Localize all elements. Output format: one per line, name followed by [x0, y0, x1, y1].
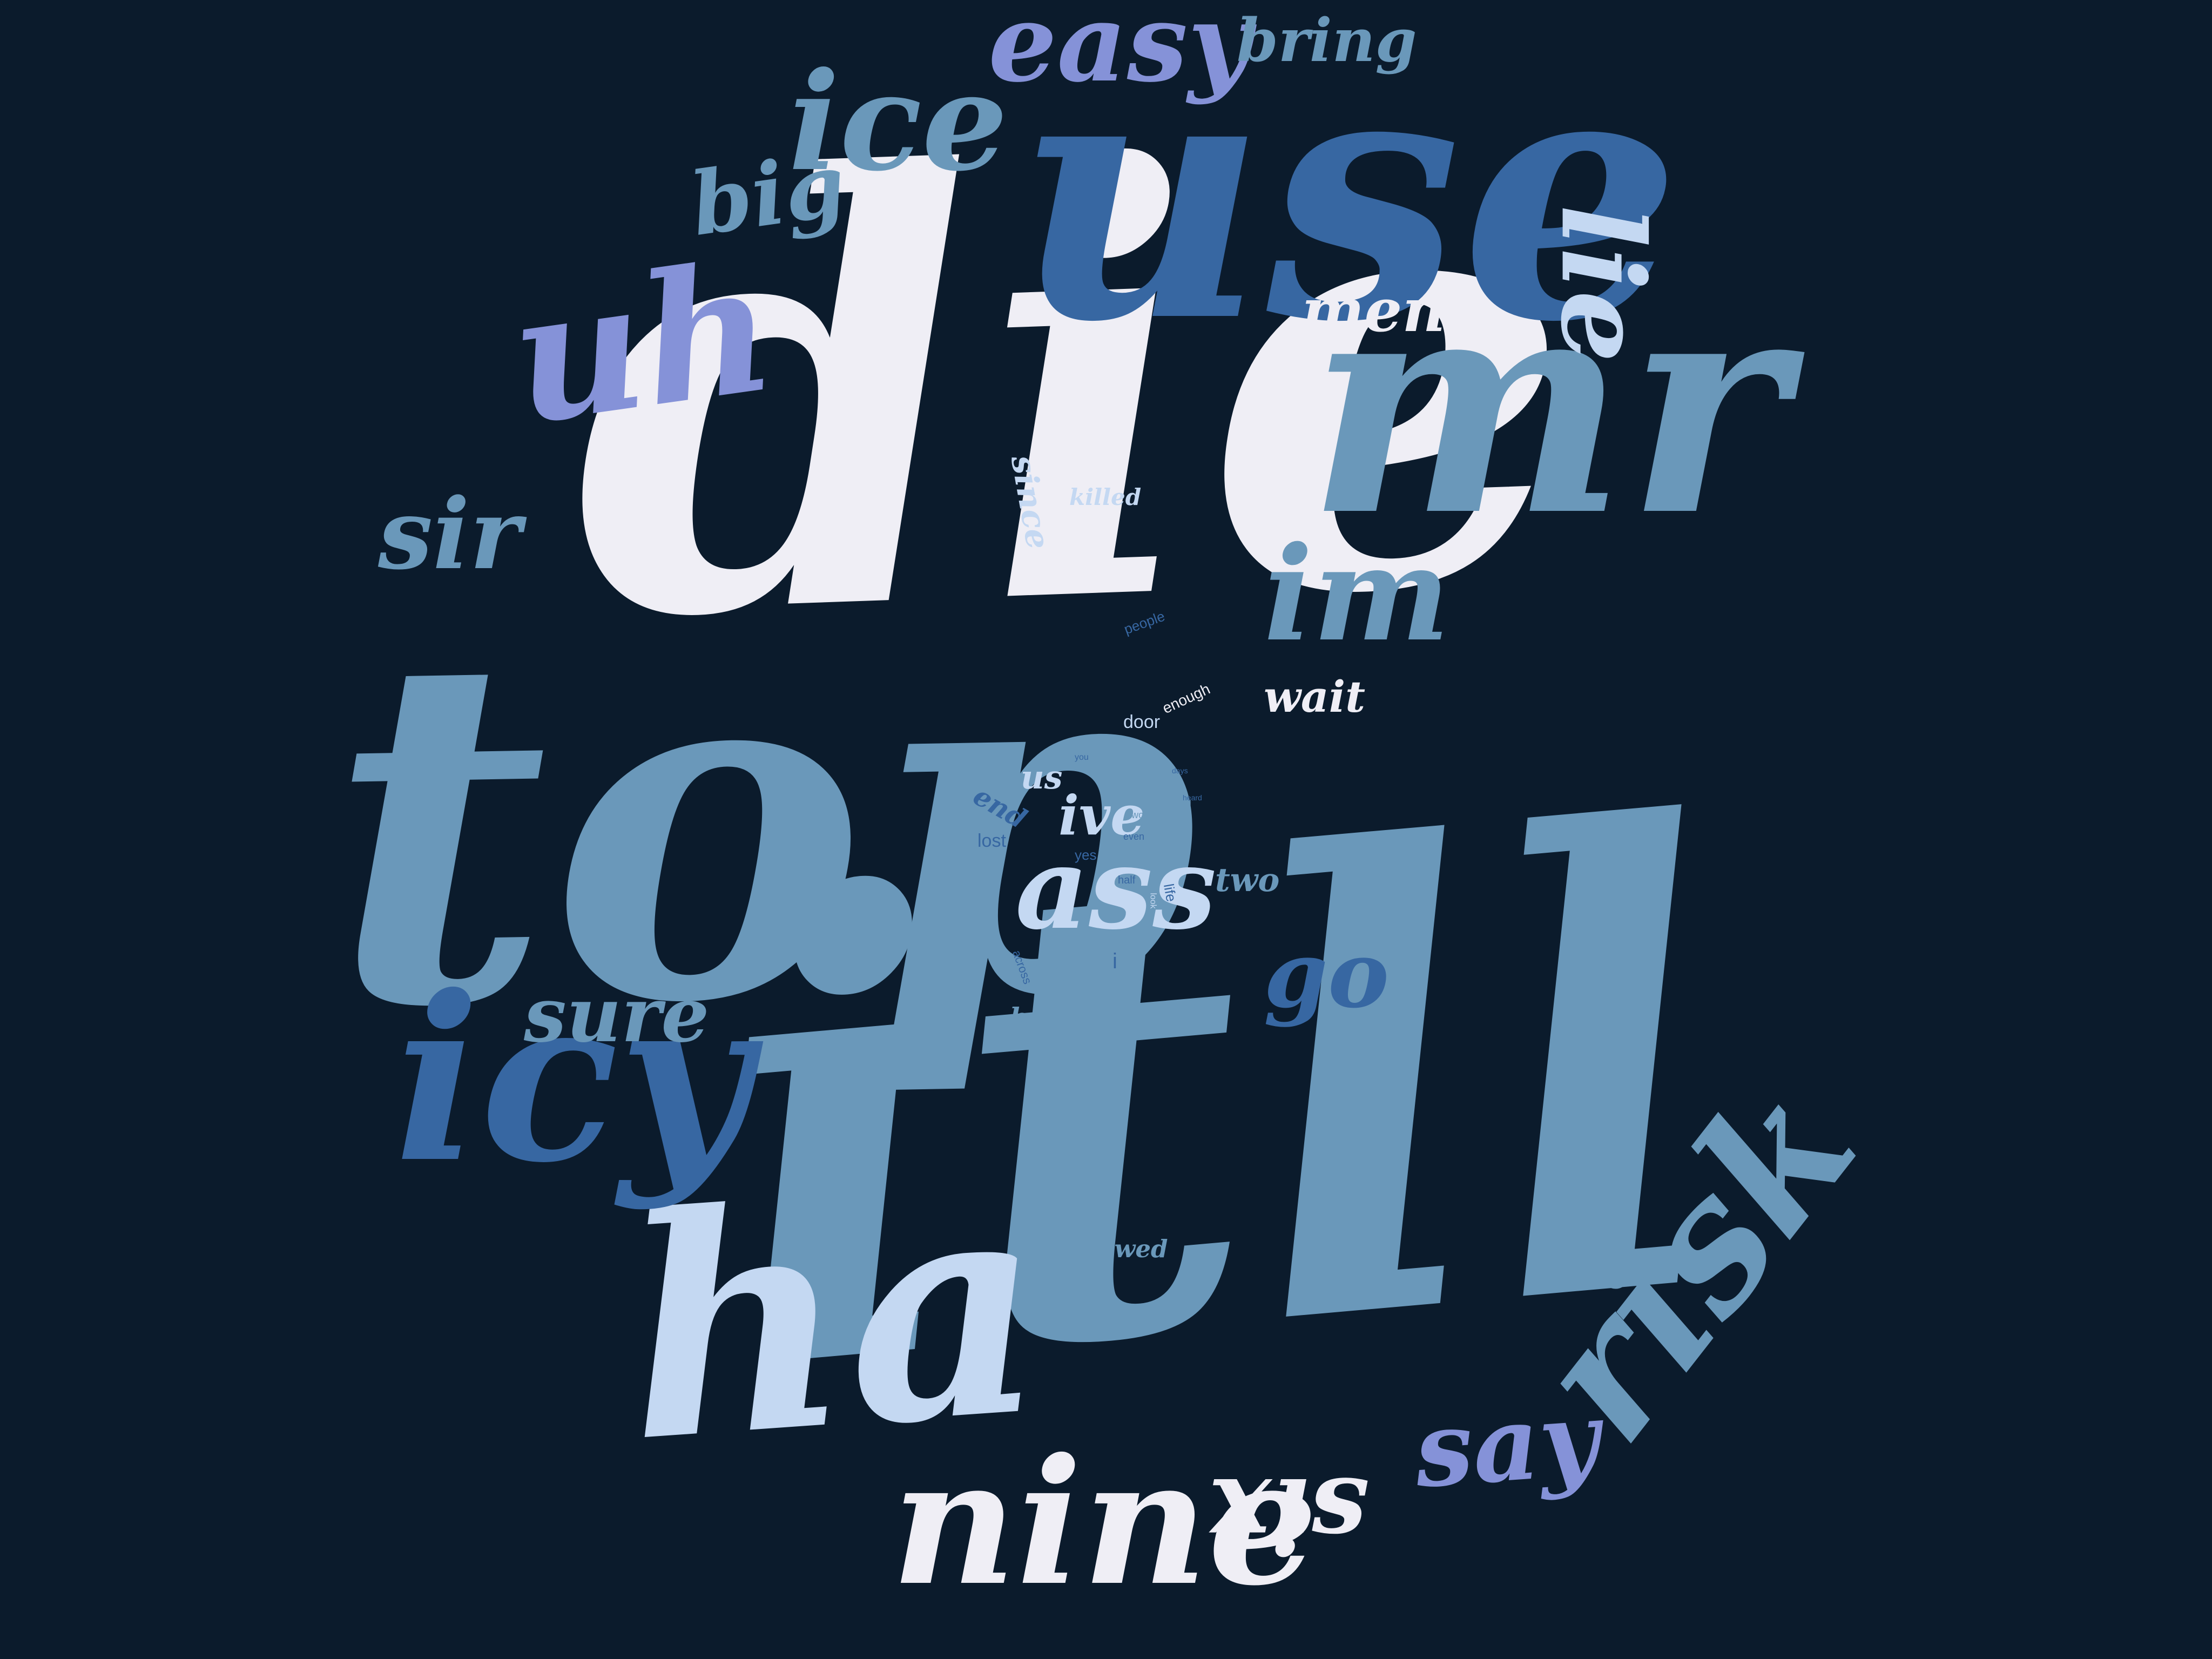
word-killed: killed [1069, 484, 1142, 510]
word-you: you [1075, 753, 1089, 762]
word-i: i [1112, 949, 1117, 973]
word-nine: nine [891, 1421, 1318, 1624]
word-lie: lie [1535, 204, 1669, 363]
word-look: look [1148, 893, 1158, 909]
word-bring: bring [1237, 5, 1417, 75]
word-uh: uh [500, 221, 786, 465]
word-mr: mr [1307, 227, 1786, 583]
word-followed: followed [1053, 1235, 1168, 1263]
word-six: six [1210, 1455, 1368, 1575]
word-ass: ass [1015, 821, 1217, 955]
word-use: use [1015, 0, 1681, 397]
word-days: days [1172, 766, 1188, 775]
word-took: took [1037, 953, 1118, 991]
word-wait: wait [1264, 671, 1366, 722]
word-half: half [1118, 874, 1136, 886]
word-easy: easy [988, 0, 1251, 106]
word-men: men [1301, 275, 1446, 345]
word-sir: sir [378, 477, 521, 591]
word-sure: sure [524, 971, 710, 1060]
word-two-small: two [1129, 810, 1144, 820]
word-two: two [1215, 861, 1280, 899]
word-heard: heard [1183, 793, 1202, 802]
word-us: us [1021, 759, 1063, 797]
word-ive: ive [1058, 784, 1145, 847]
word-even: even [1123, 831, 1145, 842]
word-im: im [1264, 518, 1451, 670]
word-lost: lost [977, 831, 1006, 851]
word-icy: icy [394, 947, 751, 1213]
word-big: big [685, 133, 852, 255]
word-ice: ice [788, 42, 1008, 201]
word-life: life [1160, 882, 1180, 903]
word-say: say [1411, 1378, 1603, 1511]
word-back: back [1010, 1002, 1082, 1034]
word-yes: yes [1075, 847, 1097, 863]
word-need: need [1172, 799, 1191, 808]
word-door: door [1123, 712, 1161, 732]
word-go: go [1264, 921, 1390, 1029]
word-else: else [988, 766, 1013, 780]
